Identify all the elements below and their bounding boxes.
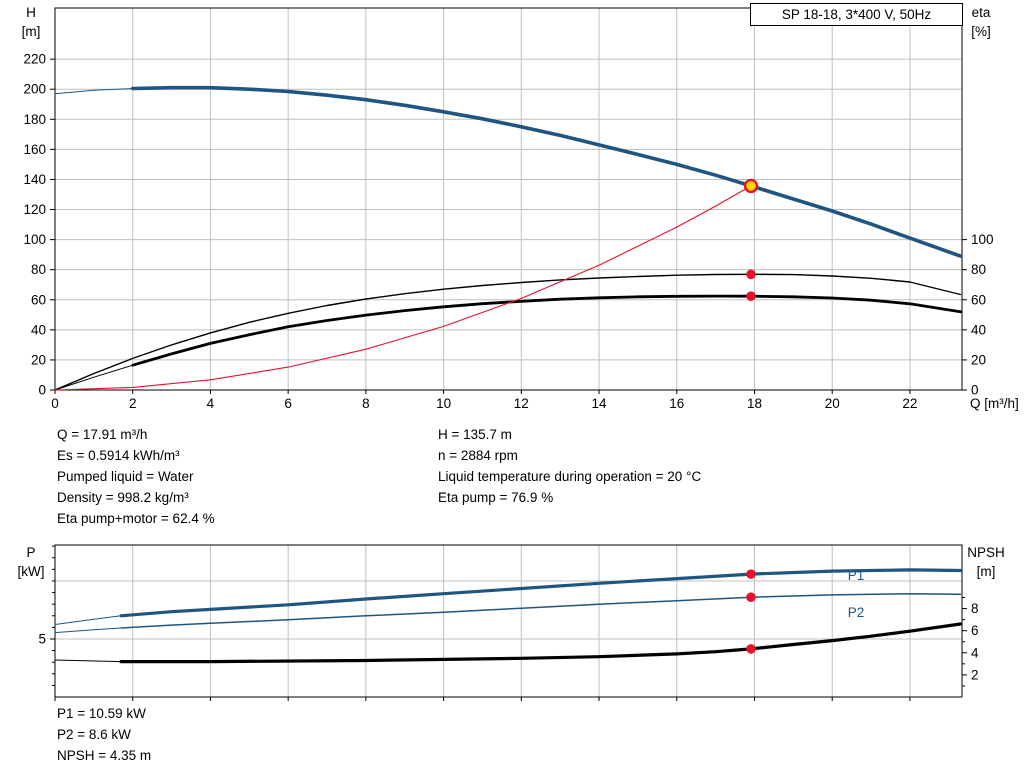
- x-axis-title: Q [m³/h]: [970, 396, 1019, 411]
- right-axis-tick-label: 80: [971, 262, 986, 277]
- x-axis-tick-label: 8: [362, 396, 370, 411]
- curve-head-lead-in: [54, 88, 134, 95]
- curve-system-curve: [54, 185, 752, 391]
- operating-point-dot: [746, 291, 756, 301]
- curve-eta-pump: [54, 273, 962, 391]
- info-liquid-temperature: Liquid temperature during operation = 20…: [438, 469, 702, 484]
- info-speed: n = 2884 rpm: [438, 448, 518, 463]
- duty-info-left: Q = 17.91 m³/h Es = 0.5914 kWh/m³ Pumped…: [57, 424, 215, 529]
- curve-label-p1: P1: [848, 568, 865, 583]
- duty-info-right: H = 135.7 m n = 2884 rpm Liquid temperat…: [438, 424, 701, 508]
- x-axis-tick-label: 12: [514, 396, 529, 411]
- info-p1: P1 = 10.59 kW: [57, 706, 146, 721]
- info-density: Density = 998.2 kg/m³: [57, 490, 189, 505]
- right-axis-title: eta: [972, 5, 991, 20]
- left-axis-tick-label: 20: [31, 352, 46, 367]
- curve-npsh: [119, 622, 963, 664]
- curve-eta-pump-motor-lead-in: [54, 364, 134, 391]
- right-axis-tick-label: 8: [971, 601, 979, 616]
- info-specific-energy: Es = 0.5914 kWh/m³: [57, 448, 180, 463]
- curve-p2: [120, 592, 962, 629]
- power-info-block: P1 = 10.59 kW P2 = 8.6 kW NPSH = 4.35 m: [57, 703, 151, 766]
- plot-border: [54, 544, 963, 698]
- left-axis-tick-label: 120: [23, 202, 46, 217]
- right-axis-tick-label: 100: [971, 232, 994, 247]
- x-axis-tick-label: 22: [902, 396, 917, 411]
- curve-head: [130, 85, 963, 258]
- power-npsh-chart: 5 2 4 6 8 P [kW] NPSH [m] P1 P2: [18, 544, 1005, 701]
- info-pumped-liquid: Pumped liquid = Water: [57, 469, 194, 484]
- operating-point-dot: [746, 644, 756, 654]
- curve-p1: [119, 568, 963, 618]
- plot-border: [54, 7, 963, 391]
- curve-label-p2: P2: [848, 605, 865, 620]
- pump-title-box: SP 18-18, 3*400 V, 50Hz: [750, 3, 963, 26]
- right-axis-tick-label: 2: [971, 667, 979, 682]
- right-axis-tick-label: 60: [971, 292, 986, 307]
- x-axis-tick-label: 4: [207, 396, 215, 411]
- right-axis-tick-label: 20: [971, 352, 986, 367]
- info-eta-pump-motor: Eta pump+motor = 62.4 %: [57, 511, 215, 526]
- x-axis-tick-label: 10: [436, 396, 451, 411]
- left-axis-tick-label: 180: [23, 112, 46, 127]
- x-axis-tick-label: 20: [825, 396, 840, 411]
- info-flow: Q = 17.91 m³/h: [57, 427, 148, 442]
- operating-point-dot: [746, 269, 756, 280]
- x-axis-tick-label: 16: [669, 396, 684, 411]
- info-npsh: NPSH = 4.35 m: [57, 748, 152, 763]
- info-eta-pump: Eta pump = 76.9 %: [438, 490, 554, 505]
- curve-p1-lead-in: [54, 615, 122, 625]
- right-axis-unit: [%]: [971, 24, 991, 39]
- right-axis-tick-label: 6: [971, 623, 979, 638]
- x-axis-tick-label: 2: [129, 396, 137, 411]
- left-axis-title: P: [26, 545, 35, 560]
- x-axis-tick-label: 18: [747, 396, 762, 411]
- left-axis-tick-label: 80: [31, 262, 46, 277]
- right-axis-tick-label: 4: [971, 645, 979, 660]
- curve-npsh-lead-in: [54, 659, 122, 663]
- left-axis-tick-label: 200: [23, 82, 46, 97]
- left-axis-unit: [m]: [22, 24, 41, 39]
- left-axis-tick-label: 0: [38, 383, 46, 398]
- qh-eta-chart: 0 2 4 6 8 10 12 14 16 18 20 22020406080100120140160…: [22, 5, 1019, 411]
- left-axis-tick-label: 40: [31, 322, 46, 337]
- curve-p2-lead-in: [54, 627, 122, 634]
- right-axis-unit: [m]: [977, 564, 996, 579]
- operating-point-dot: [746, 569, 756, 579]
- left-axis-tick-label: 140: [23, 172, 46, 187]
- x-axis-tick-label: 14: [592, 396, 608, 411]
- right-axis-title: NPSH: [967, 545, 1005, 560]
- right-axis-tick-label: 40: [971, 322, 986, 337]
- left-axis-tick-label: 100: [23, 232, 46, 247]
- duty-point[interactable]: [743, 178, 759, 194]
- left-axis-title: H: [26, 5, 36, 20]
- operating-point-dot: [746, 592, 756, 603]
- left-axis-tick-label: 5: [38, 631, 46, 646]
- x-axis-tick-label: 0: [51, 396, 59, 411]
- left-axis-tick-label: 60: [31, 292, 46, 307]
- info-p2: P2 = 8.6 kW: [57, 727, 131, 742]
- left-axis-tick-label: 220: [23, 52, 46, 67]
- left-axis-unit: [kW]: [18, 564, 45, 579]
- curve-eta-pump-motor: [131, 294, 962, 367]
- left-axis-tick-label: 160: [23, 142, 46, 157]
- x-axis-tick-label: 6: [284, 396, 292, 411]
- info-head: H = 135.7 m: [438, 427, 512, 442]
- right-axis-tick-label: 0: [971, 383, 979, 398]
